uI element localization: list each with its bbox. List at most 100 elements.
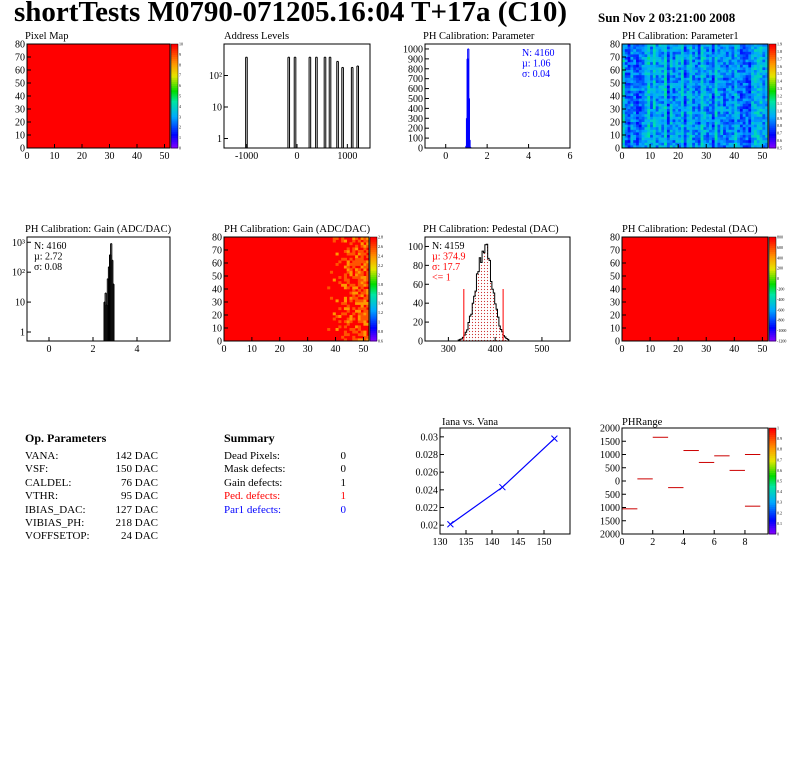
heatmap-cell — [734, 75, 738, 79]
heatmap-cell — [644, 46, 648, 50]
heatmap-cell — [622, 119, 626, 123]
heatmap-cell — [734, 77, 738, 81]
palette-label: 2.4 — [378, 253, 383, 258]
palette-cell — [370, 316, 377, 319]
heatmap-cell — [689, 72, 693, 76]
heatmap-cell — [739, 77, 744, 81]
heatmap-cell — [636, 98, 640, 102]
heatmap-cell — [748, 57, 752, 60]
heatmap-cell — [709, 109, 713, 112]
palette-label: -200 — [777, 287, 784, 292]
heatmap-cell — [641, 93, 645, 97]
heatmap-cell — [756, 132, 760, 136]
plot-frame — [424, 236, 571, 342]
heatmap-cell — [661, 85, 665, 89]
palette-cell — [370, 276, 377, 280]
heatmap-cell — [343, 338, 347, 342]
heatmap-cell — [658, 72, 662, 76]
heatmap-cell — [751, 132, 755, 136]
heatmap-cell — [720, 145, 724, 149]
heatmap-cell — [335, 252, 339, 256]
heatmap-cell — [709, 67, 713, 71]
heatmap-cell — [647, 96, 651, 99]
heatmap-cell — [697, 44, 701, 47]
heatmap-cell — [658, 57, 662, 60]
heatmap-cell — [650, 90, 654, 94]
heatmap-cell — [683, 116, 687, 120]
heatmap-cell — [759, 57, 763, 60]
heatmap-cell — [689, 142, 693, 146]
heatmap-cell — [723, 59, 727, 63]
heatmap-cell — [686, 54, 690, 58]
heatmap-cell — [753, 57, 758, 60]
x-tick-label: 6 — [712, 537, 717, 548]
heatmap-cell — [644, 109, 648, 112]
heatmap-cell — [661, 90, 665, 94]
heatmap-cell — [709, 72, 713, 76]
heatmap-cell — [675, 96, 679, 99]
heatmap-cell — [669, 127, 673, 131]
heatmap-cell — [717, 106, 721, 110]
x-tick-label: 2 — [650, 537, 655, 548]
heatmap-cell — [678, 51, 682, 55]
palette-cell — [769, 525, 776, 529]
heatmap-cell — [762, 132, 766, 136]
heatmap-cell — [703, 98, 707, 102]
y-tick-label: 40 — [15, 92, 25, 103]
heatmap-cell — [355, 244, 359, 248]
heatmap-cell — [633, 77, 637, 81]
heatmap-cell — [753, 59, 758, 63]
heatmap-cell — [641, 80, 645, 84]
heatmap-cell — [341, 237, 345, 240]
heatmap-cell — [756, 135, 760, 138]
heatmap-cell — [644, 49, 648, 53]
heatmap-cell — [723, 124, 727, 128]
heatmap-cell — [661, 122, 665, 125]
heatmap-cell — [357, 299, 361, 303]
palette-cell — [769, 141, 776, 145]
heatmap-cell — [357, 328, 361, 331]
heatmap-cell — [689, 132, 693, 136]
heatmap-cell — [650, 70, 654, 73]
heatmap-cell — [717, 44, 721, 47]
heatmap-cell — [622, 109, 626, 112]
op-param-value: 76 DAC — [121, 476, 158, 489]
palette-cell — [370, 268, 377, 271]
heatmap-cell — [343, 265, 347, 269]
heatmap-cell — [745, 135, 749, 138]
heatmap-cell — [630, 46, 634, 50]
heatmap-cell — [692, 46, 696, 50]
heatmap-cell — [756, 109, 760, 112]
heatmap-cell — [661, 46, 665, 50]
heatmap-cell — [655, 80, 659, 84]
heatmap-cell — [739, 44, 744, 47]
heatmap-cell — [751, 49, 755, 53]
heatmap-cell — [703, 64, 707, 68]
heatmap-cell — [745, 72, 749, 76]
heatmap-cell — [650, 132, 654, 136]
heatmap-cell — [759, 85, 763, 89]
y-tick-label: 1000 — [600, 450, 620, 461]
palette-cell — [370, 301, 377, 305]
heatmap-cell — [734, 83, 738, 86]
heatmap-cell — [700, 145, 704, 149]
heatmap-cell — [636, 44, 640, 47]
heatmap-cell — [652, 72, 656, 76]
heatmap-cell — [759, 142, 763, 146]
heatmap-cell — [672, 98, 676, 102]
heatmap-cell — [675, 57, 679, 60]
heatmap-cell — [675, 44, 679, 47]
heatmap-cell — [627, 140, 631, 144]
heatmap-cell — [728, 88, 732, 92]
heatmap-cell — [717, 127, 721, 131]
palette-cell — [171, 62, 178, 66]
heatmap-cell — [652, 109, 656, 112]
heatmap-cell — [636, 70, 640, 73]
heatmap-cell — [641, 75, 645, 79]
heatmap-cell — [363, 307, 367, 311]
heatmap-cell — [678, 122, 682, 125]
heatmap-cell — [720, 129, 724, 133]
y-tick-label: 20 — [610, 311, 620, 322]
heatmap-cell — [689, 129, 693, 133]
heatmap-cell — [343, 257, 347, 261]
